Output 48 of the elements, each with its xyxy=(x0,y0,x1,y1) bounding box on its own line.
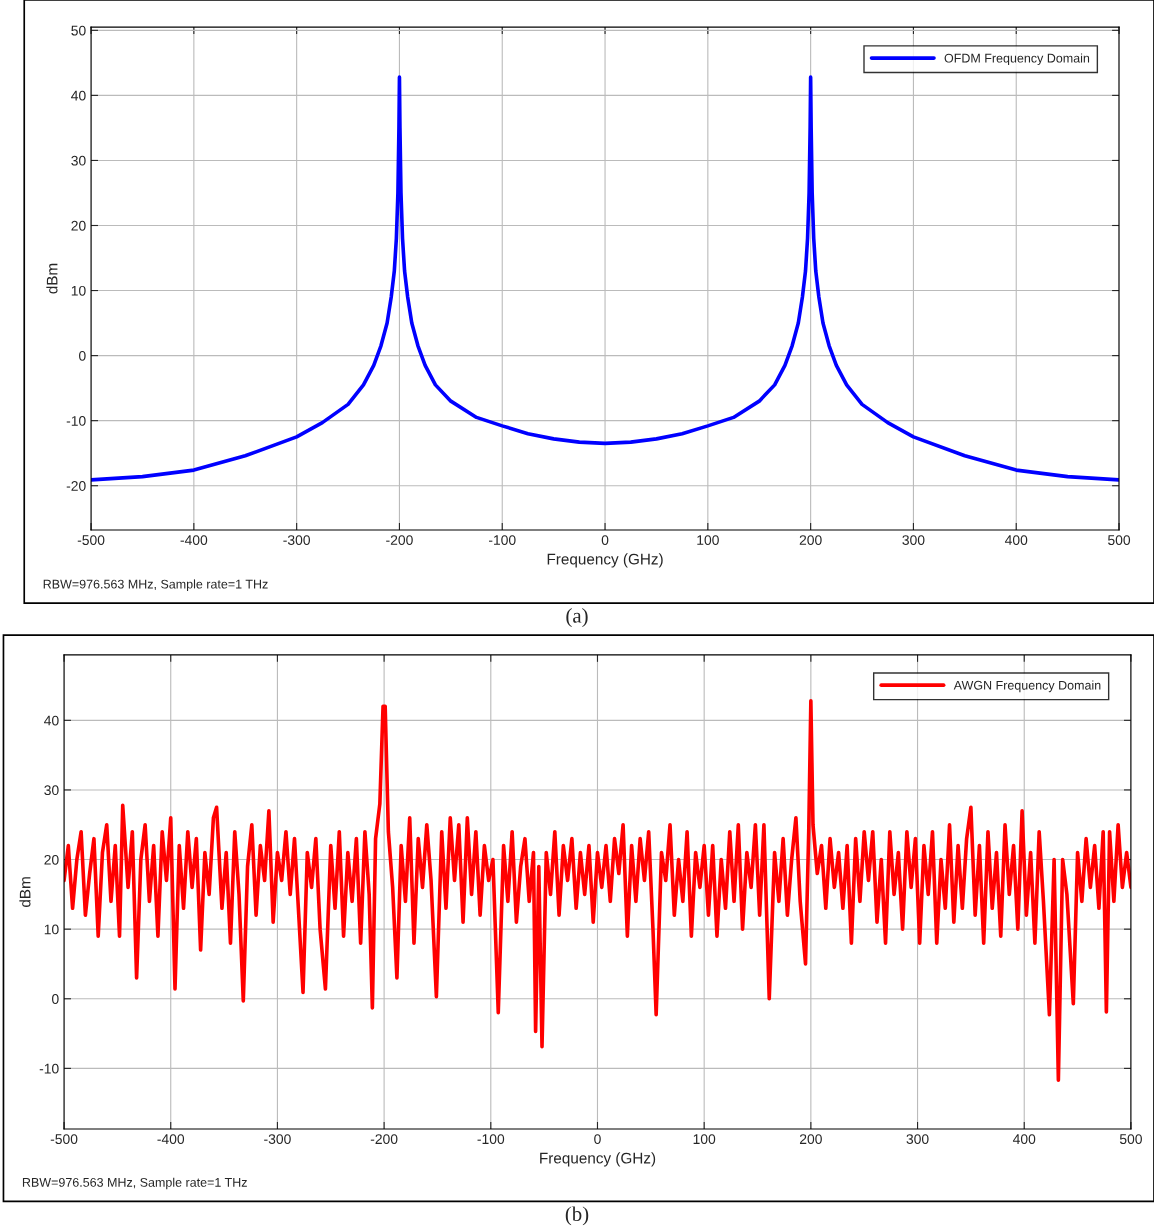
x-tick-label: -400 xyxy=(157,1134,185,1145)
x-tick-label: -200 xyxy=(370,1134,398,1145)
y-tick-label: -20 xyxy=(66,481,86,491)
line-series xyxy=(64,699,1131,1083)
x-tick-label: 500 xyxy=(1119,1134,1142,1145)
x-tick-label: -400 xyxy=(180,535,208,546)
text: (b) xyxy=(565,1206,589,1226)
x-tick-label: 400 xyxy=(1004,535,1028,546)
y-axis-title: dBm xyxy=(46,263,58,294)
y-tick-label: 0 xyxy=(52,994,59,1004)
y-tick-label: 40 xyxy=(44,715,59,726)
x-tick-label: -100 xyxy=(488,535,516,546)
x-tick-label: 100 xyxy=(697,535,719,546)
y-tick-label: 30 xyxy=(71,155,86,166)
x-tick-label: -300 xyxy=(283,535,310,546)
x-tick-label: -200 xyxy=(386,535,413,546)
x-tick-label: 200 xyxy=(799,535,822,546)
text: (a) xyxy=(566,608,588,628)
y-tick-label: 20 xyxy=(44,854,59,865)
x-tick-label: -100 xyxy=(477,1134,505,1145)
text: RBW=976.563 MHz, Sample rate=1 THz xyxy=(43,579,268,592)
y-tick-label: 20 xyxy=(71,220,86,231)
x-axis-title: Frequency (GHz) xyxy=(547,553,663,568)
x-tick-label: 400 xyxy=(1012,1134,1036,1145)
y-tick-label: 10 xyxy=(71,285,86,296)
y-tick-label: 10 xyxy=(44,924,59,935)
y-tick-label: 40 xyxy=(71,90,86,101)
x-tick-label: 100 xyxy=(693,1134,716,1145)
legend-label: OFDM Frequency Domain xyxy=(944,53,1090,66)
x-tick-label: 0 xyxy=(601,535,609,546)
y-axis-title: dBm xyxy=(19,877,31,907)
x-tick-label: -500 xyxy=(77,535,105,546)
y-tick-label: -10 xyxy=(66,415,86,426)
x-tick-label: 0 xyxy=(594,1134,601,1145)
line-series xyxy=(91,75,1120,482)
x-tick-label: 500 xyxy=(1108,535,1131,546)
y-tick-label: 30 xyxy=(44,785,59,796)
y-tick-label: -10 xyxy=(39,1063,59,1074)
text: RBW=976.563 MHz, Sample rate=1 THz xyxy=(22,1177,247,1190)
legend-label: AWGN Frequency Domain xyxy=(953,680,1101,693)
x-tick-label: 200 xyxy=(799,1134,822,1145)
x-tick-label: 300 xyxy=(906,1134,929,1145)
x-tick-label: 300 xyxy=(902,535,925,546)
x-tick-label: -300 xyxy=(264,1134,291,1145)
y-tick-label: 0 xyxy=(79,350,86,361)
x-axis-title: Frequency (GHz) xyxy=(540,1152,656,1167)
x-tick-label: -500 xyxy=(50,1134,78,1145)
y-tick-label: 50 xyxy=(71,25,86,36)
